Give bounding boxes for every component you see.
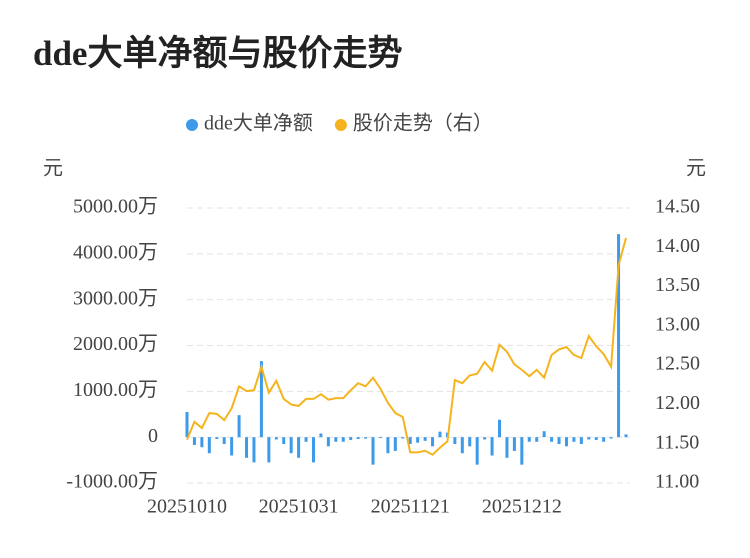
bar [304,437,308,442]
bar [185,411,189,438]
x-tick-label: 20251212 [482,496,562,518]
bar [617,234,621,438]
bar [438,431,442,438]
y-tick-label: 1000.00万 [73,379,158,401]
bar [542,431,546,438]
bar [512,437,516,451]
chart-title: dde大单净额与股价走势 [33,34,402,73]
y-tick-label: 4000.00万 [73,241,158,263]
bar [498,419,502,438]
bar [356,437,360,439]
bar [408,437,412,445]
bar [326,437,330,447]
bar [274,437,278,440]
bar [192,437,196,445]
y2-tick-label: 12.50 [655,353,700,375]
bar [416,437,420,443]
bar [527,437,531,442]
bar [311,437,315,463]
y2-tick-label: 11.50 [655,431,699,453]
y2-unit: 元 [686,158,706,180]
y2-tick-label: 14.50 [655,196,700,218]
bar [535,437,539,442]
bar [579,437,583,445]
bar [483,437,487,440]
bar [423,437,427,441]
bar [475,437,479,465]
bar [378,437,382,439]
bar [550,437,554,442]
y-tick-label: -1000.00万 [66,471,158,493]
bar [624,434,628,438]
y-tick-label: 5000.00万 [73,196,158,218]
bar [207,437,211,454]
bar [371,437,375,465]
y2-tick-label: 13.50 [655,274,700,296]
bar [237,415,241,438]
x-tick-label: 20251031 [259,496,339,518]
bar [520,437,524,465]
x-tick-label: 20251010 [147,496,227,518]
bar [490,437,494,456]
bar [245,437,249,458]
bar [297,437,301,458]
bar [401,437,405,439]
bar [341,437,345,442]
bar [587,437,591,440]
y-tick-label: 3000.00万 [73,287,158,309]
bar [267,437,271,463]
y-tick-label: 2000.00万 [73,333,158,355]
legend-label: dde大单净额 [204,112,313,135]
bar [215,437,219,439]
bar [431,437,435,447]
x-tick-label: 20251121 [371,496,450,518]
bar [282,437,286,445]
bar [386,437,390,454]
bar [349,437,353,440]
bar [200,437,204,448]
legend-label: 股价走势（右） [353,112,493,135]
y2-tick-label: 12.00 [655,392,700,414]
bar [453,437,457,445]
bar [319,433,323,438]
bar [572,437,576,442]
bar [230,437,234,456]
bar [460,437,464,454]
bar [334,437,338,442]
bar [259,361,263,438]
y2-tick-label: 11.00 [655,471,699,493]
bar [609,437,613,439]
bar [505,437,509,458]
y2-tick-label: 13.00 [655,313,700,335]
bar [564,437,568,447]
bar [557,437,561,445]
legend-marker [334,119,347,131]
bar [468,437,472,447]
y-unit: 元 [43,158,63,180]
bar [594,437,598,440]
y-tick-label: 0 [148,425,158,447]
legend-marker [186,119,198,131]
y2-tick-label: 14.00 [655,235,700,257]
bar [364,437,368,439]
price-line [186,237,627,456]
bar [393,437,397,451]
bar [289,437,293,454]
bar [602,437,606,442]
bar [252,437,256,463]
bar [222,437,226,445]
